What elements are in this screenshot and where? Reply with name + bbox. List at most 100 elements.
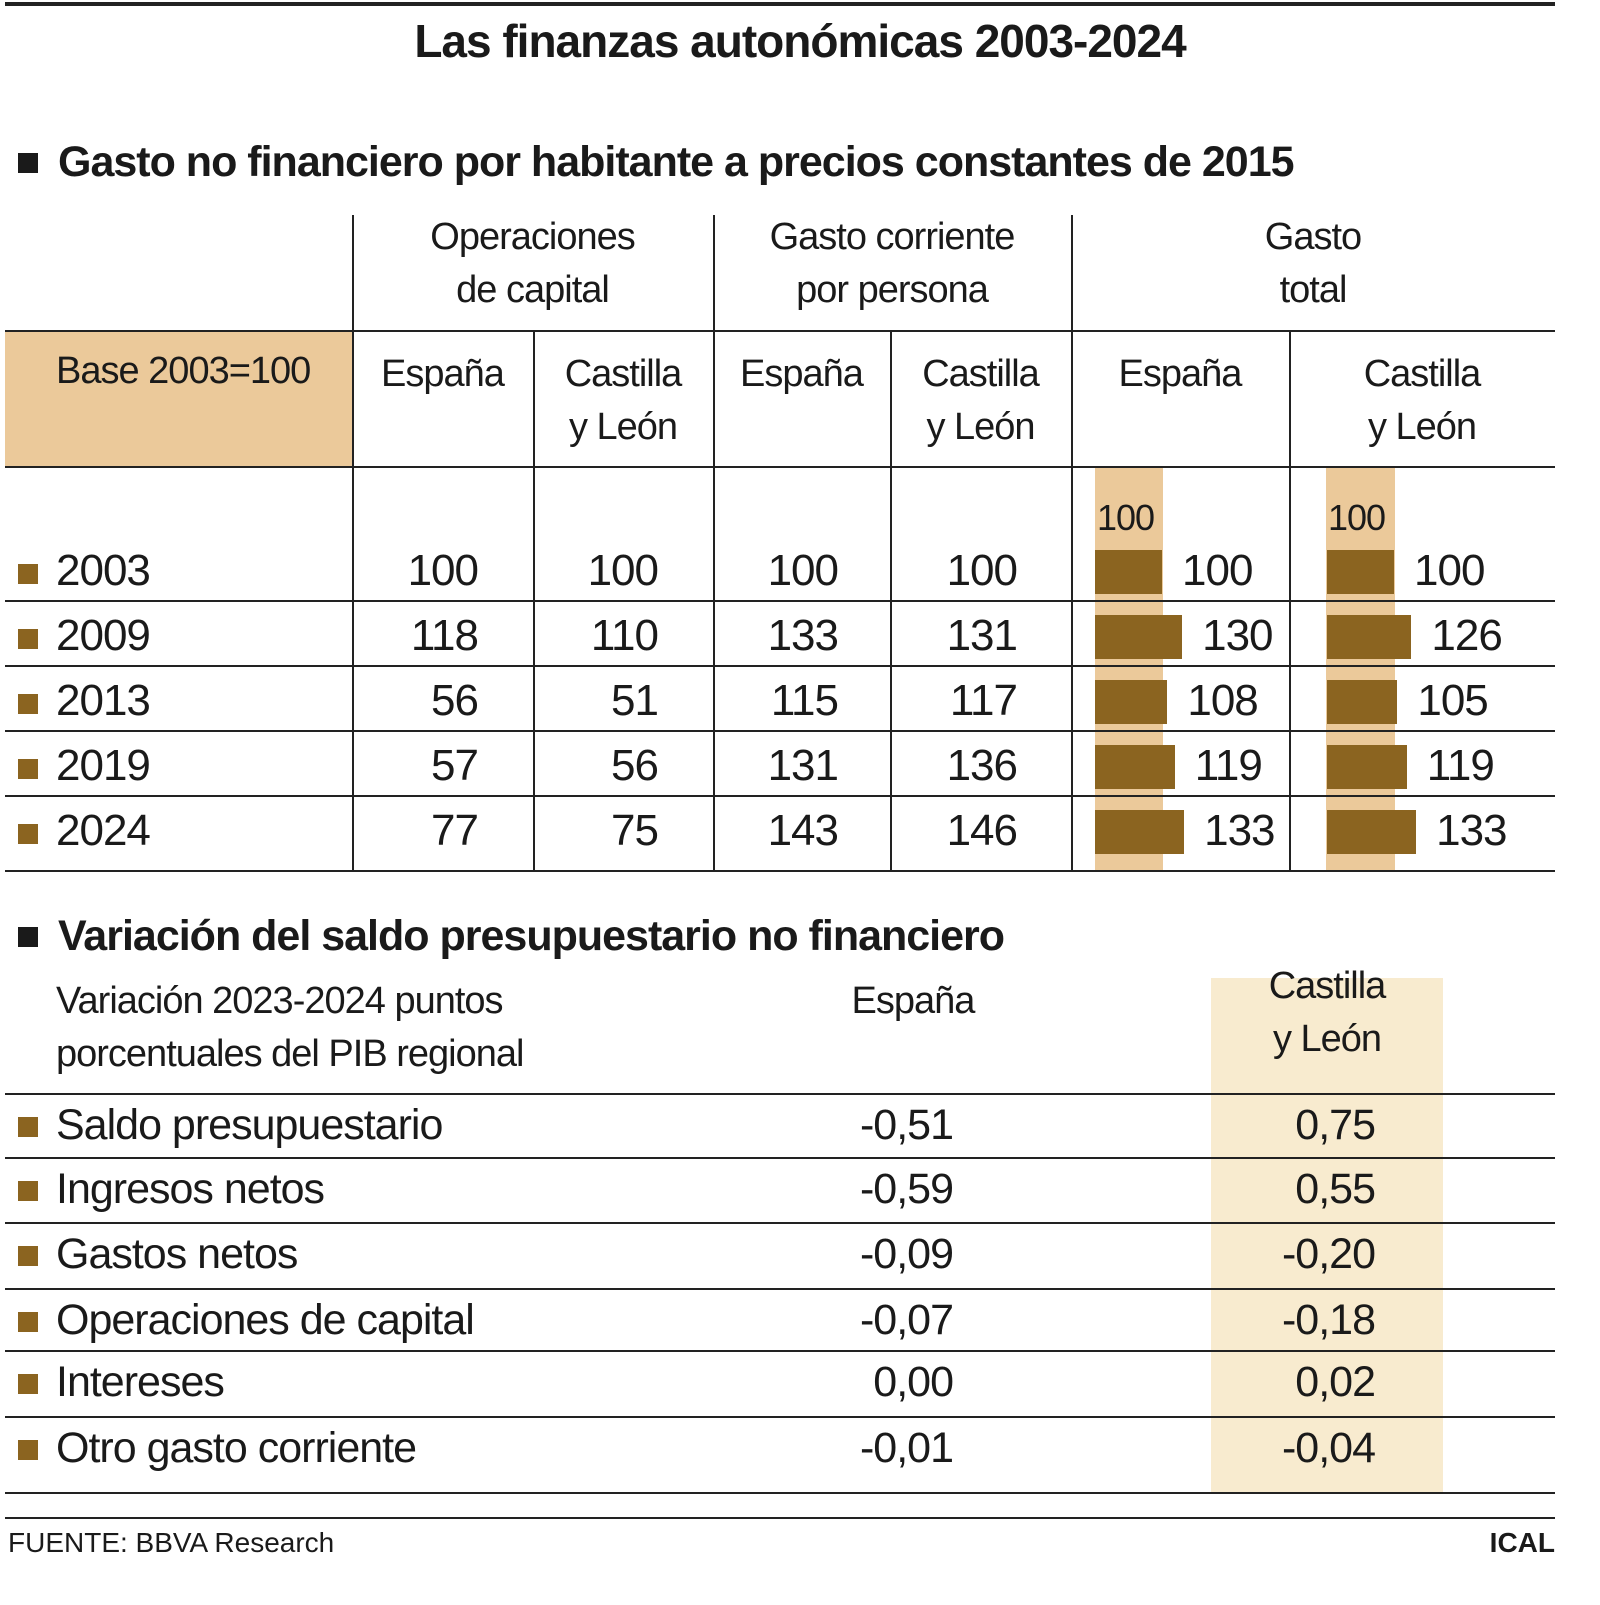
row-label: Intereses (56, 1358, 225, 1406)
bar (1095, 615, 1183, 659)
bar-reference-label: 100 (1328, 497, 1386, 538)
section1-heading: Gasto no financiero por habitante a prec… (58, 138, 1295, 186)
brand-logo: ICAL (1489, 1527, 1555, 1558)
row-bullet-icon (18, 824, 38, 844)
header-line: España (1118, 353, 1243, 395)
row-bullet-icon (18, 694, 38, 714)
espana-value: -0,51 (859, 1101, 954, 1149)
row-bullet-icon (18, 1246, 38, 1266)
row-label: Operaciones de capital (56, 1296, 475, 1344)
espana-value: -0,59 (859, 1165, 954, 1213)
bar (1327, 680, 1398, 724)
subcolumn-header: Castilla y León (533, 348, 713, 454)
table-cell: 110 (590, 611, 659, 660)
bar-value: 119 (1194, 741, 1263, 790)
header-line: España (740, 353, 864, 395)
year-label: 2019 (56, 741, 151, 790)
section-bullet-icon (18, 927, 38, 947)
row-bullet-icon (18, 1440, 38, 1460)
header-line: Castilla (564, 353, 683, 395)
header-line: y León (1272, 1018, 1382, 1060)
row-bullet-icon (18, 1312, 38, 1332)
row-label: Saldo presupuestario (56, 1101, 443, 1149)
base-cell (5, 331, 352, 466)
bar (1095, 680, 1168, 724)
bar (1095, 810, 1185, 854)
table-cell: 143 (767, 806, 839, 855)
footer-rule (5, 1517, 1555, 1519)
bar-reference-label: 100 (1097, 497, 1155, 538)
subheading-line: porcentuales del PIB regional (56, 1033, 524, 1075)
bar (1327, 550, 1394, 594)
header-line: Gasto (1264, 216, 1362, 258)
row-label: Otro gasto corriente (56, 1424, 417, 1472)
bar-reference-band (1326, 467, 1395, 870)
bar-value: 126 (1431, 611, 1502, 660)
bar-value: 100 (1182, 546, 1253, 595)
bar-value: 100 (1414, 546, 1485, 595)
bar-value: 108 (1187, 676, 1258, 725)
espana-value: -0,09 (859, 1230, 954, 1278)
column-divider (352, 215, 354, 871)
table-cell: 100 (946, 546, 1018, 595)
table-cell: 131 (767, 741, 839, 790)
bar-value: 119 (1426, 741, 1495, 790)
table-rule (5, 1492, 1555, 1494)
header-line: y León (926, 406, 1035, 448)
header-line: Castilla (1363, 353, 1482, 395)
bar (1095, 745, 1175, 789)
table-rule (5, 1222, 1555, 1224)
cyl-value: 0,75 (1295, 1101, 1376, 1149)
table-cell: 117 (949, 676, 1018, 725)
group-header: Operaciones de capital (352, 211, 713, 317)
bar-value: 130 (1202, 611, 1273, 660)
table-rule (5, 1416, 1555, 1418)
bar-value: 133 (1436, 806, 1507, 855)
table-cell: 77 (431, 806, 479, 855)
header-line: Castilla (1268, 965, 1387, 1007)
table-rule (5, 730, 1555, 732)
table-rule (5, 1288, 1555, 1290)
cyl-value: 0,02 (1295, 1358, 1376, 1406)
column-divider (713, 215, 715, 871)
cyl-value: -0,20 (1281, 1230, 1376, 1278)
group-header: Gasto total (1071, 211, 1555, 317)
row-bullet-icon (18, 1117, 38, 1137)
source-note: FUENTE: BBVA Research (8, 1527, 335, 1558)
highlight-column (1211, 978, 1443, 1492)
table-cell: 100 (767, 546, 839, 595)
header-line: y León (568, 406, 678, 448)
row-bullet-icon (18, 759, 38, 779)
table-rule (5, 1157, 1555, 1159)
base-label: Base 2003=100 (56, 350, 311, 392)
column-header-espana: España (851, 980, 976, 1022)
column-divider (1289, 331, 1291, 871)
row-bullet-icon (18, 1181, 38, 1201)
table-cell: 133 (767, 611, 839, 660)
header-line: de capital (456, 269, 610, 311)
subheading-line: Variación 2023-2024 puntos (56, 980, 504, 1022)
table-rule (5, 665, 1555, 667)
table-rule (5, 330, 1555, 332)
header-line: Castilla (922, 353, 1040, 395)
header-line: por persona (796, 269, 989, 311)
table-rule (5, 1350, 1555, 1352)
row-label: Gastos netos (56, 1230, 298, 1278)
table-cell: 146 (946, 806, 1018, 855)
row-label: Ingresos netos (56, 1165, 325, 1213)
year-label: 2024 (56, 806, 151, 855)
bar (1327, 745, 1407, 789)
table-rule (5, 1093, 1555, 1095)
table-rule (5, 466, 1555, 468)
table-cell: 131 (946, 611, 1018, 660)
bar (1095, 550, 1162, 594)
table-cell: 51 (611, 676, 659, 725)
group-header: Gasto corriente por persona (713, 211, 1071, 317)
section-bullet-icon (18, 153, 38, 173)
table-cell: 118 (410, 611, 479, 660)
subcolumn-header: España (713, 348, 890, 401)
header-line: España (381, 353, 505, 395)
page-title: Las finanzas autonómicas 2003-2024 (414, 15, 1186, 67)
table-cell: 56 (611, 741, 659, 790)
table-rule (5, 600, 1555, 602)
